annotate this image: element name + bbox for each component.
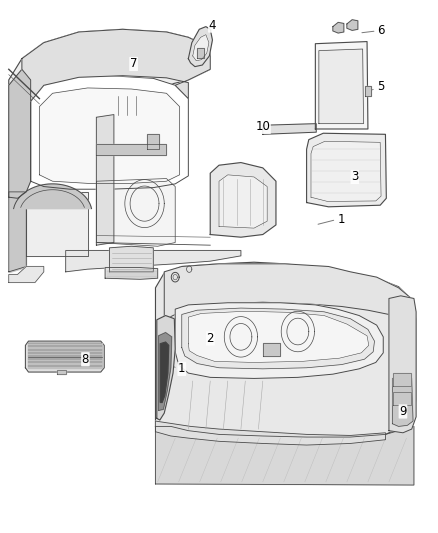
Text: 8: 8	[82, 353, 89, 366]
Text: 5: 5	[378, 80, 385, 93]
Polygon shape	[307, 133, 386, 207]
Polygon shape	[159, 333, 172, 410]
Polygon shape	[96, 115, 114, 245]
Polygon shape	[319, 49, 364, 124]
Polygon shape	[26, 192, 88, 256]
Polygon shape	[105, 268, 158, 279]
Polygon shape	[28, 343, 102, 345]
Polygon shape	[28, 356, 102, 358]
Polygon shape	[25, 341, 104, 372]
Polygon shape	[155, 421, 385, 445]
Polygon shape	[9, 29, 210, 197]
Polygon shape	[13, 184, 92, 208]
Polygon shape	[57, 370, 66, 374]
Polygon shape	[28, 346, 102, 349]
Polygon shape	[31, 76, 188, 189]
Polygon shape	[9, 69, 31, 198]
Polygon shape	[182, 308, 374, 369]
Polygon shape	[66, 251, 241, 272]
Polygon shape	[147, 134, 159, 149]
Text: 2: 2	[206, 332, 214, 345]
Polygon shape	[263, 343, 280, 356]
Polygon shape	[188, 27, 212, 67]
Text: 3: 3	[351, 171, 358, 183]
Polygon shape	[155, 426, 414, 485]
Polygon shape	[175, 303, 383, 378]
Polygon shape	[28, 362, 102, 365]
Polygon shape	[389, 296, 416, 433]
Polygon shape	[263, 124, 316, 134]
Polygon shape	[164, 264, 414, 322]
Text: 7: 7	[130, 58, 138, 70]
Text: 1: 1	[178, 362, 186, 375]
Polygon shape	[315, 42, 368, 129]
Polygon shape	[96, 179, 175, 246]
Polygon shape	[28, 359, 102, 361]
Polygon shape	[347, 20, 358, 30]
Text: 9: 9	[399, 405, 407, 418]
Polygon shape	[28, 350, 102, 352]
Polygon shape	[28, 353, 102, 355]
Text: 10: 10	[255, 120, 270, 133]
Polygon shape	[160, 342, 169, 402]
Polygon shape	[96, 144, 166, 155]
Polygon shape	[22, 29, 210, 101]
Polygon shape	[210, 163, 276, 237]
Polygon shape	[9, 266, 44, 282]
Polygon shape	[393, 392, 411, 405]
Polygon shape	[393, 373, 411, 386]
Polygon shape	[188, 311, 369, 362]
Polygon shape	[28, 366, 102, 368]
Text: 6: 6	[377, 25, 385, 37]
Text: 4: 4	[208, 19, 216, 32]
Polygon shape	[311, 141, 381, 201]
Polygon shape	[392, 376, 413, 426]
Polygon shape	[39, 88, 180, 183]
Polygon shape	[110, 246, 153, 272]
Polygon shape	[9, 192, 26, 272]
Polygon shape	[193, 35, 209, 61]
Polygon shape	[157, 316, 175, 420]
Polygon shape	[219, 175, 267, 228]
Polygon shape	[197, 48, 204, 58]
Polygon shape	[365, 86, 371, 96]
Text: 1: 1	[338, 213, 346, 226]
Polygon shape	[155, 262, 416, 442]
Polygon shape	[333, 22, 344, 33]
